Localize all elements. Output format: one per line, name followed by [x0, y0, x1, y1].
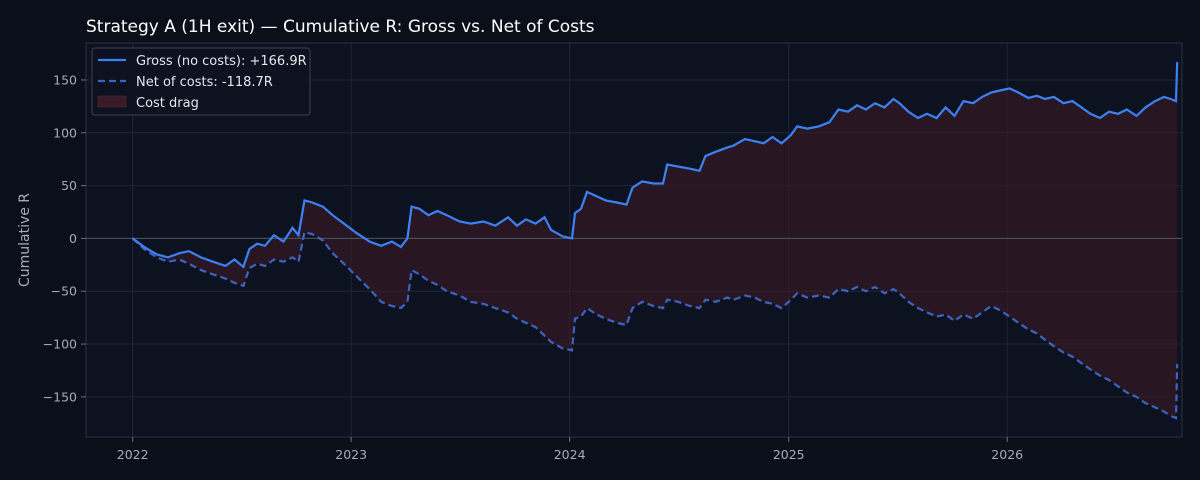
legend: Gross (no costs): +166.9R Net of costs: … — [91, 47, 311, 116]
x-tick-label: 2025 — [773, 447, 805, 462]
x-tick-label: 2023 — [335, 447, 367, 462]
x-tick-label: 2024 — [554, 447, 586, 462]
legend-cost-label: Cost drag — [136, 96, 199, 111]
y-tick-label: 150 — [53, 72, 77, 87]
y-tick-label: 0 — [69, 231, 77, 246]
y-tick-label: −150 — [43, 389, 77, 404]
legend-gross-label: Gross (no costs): +166.9R — [136, 54, 307, 69]
y-tick-label: 50 — [61, 178, 77, 193]
legend-cost-swatch — [97, 95, 127, 108]
x-axis-ticks: 2022 2023 2024 2025 2026 — [117, 437, 1023, 462]
y-tick-label: −100 — [43, 337, 77, 352]
x-tick-label: 2026 — [991, 447, 1023, 462]
legend-box — [91, 47, 311, 116]
cost-drag-area — [132, 62, 1178, 418]
legend-net-label: Net of costs: -118.7R — [136, 75, 273, 90]
chart-title: Strategy A (1H exit) — Cumulative R: Gro… — [86, 17, 595, 37]
x-tick-label: 2022 — [117, 447, 149, 462]
y-axis-label: Cumulative R — [17, 193, 33, 287]
y-tick-label: −50 — [51, 284, 77, 299]
net-of-costs-line — [131, 230, 1179, 420]
gross-line — [132, 62, 1179, 269]
y-tick-label: 100 — [53, 125, 77, 140]
y-axis-ticks: 150 100 50 0 −50 −100 −150 — [43, 72, 86, 404]
